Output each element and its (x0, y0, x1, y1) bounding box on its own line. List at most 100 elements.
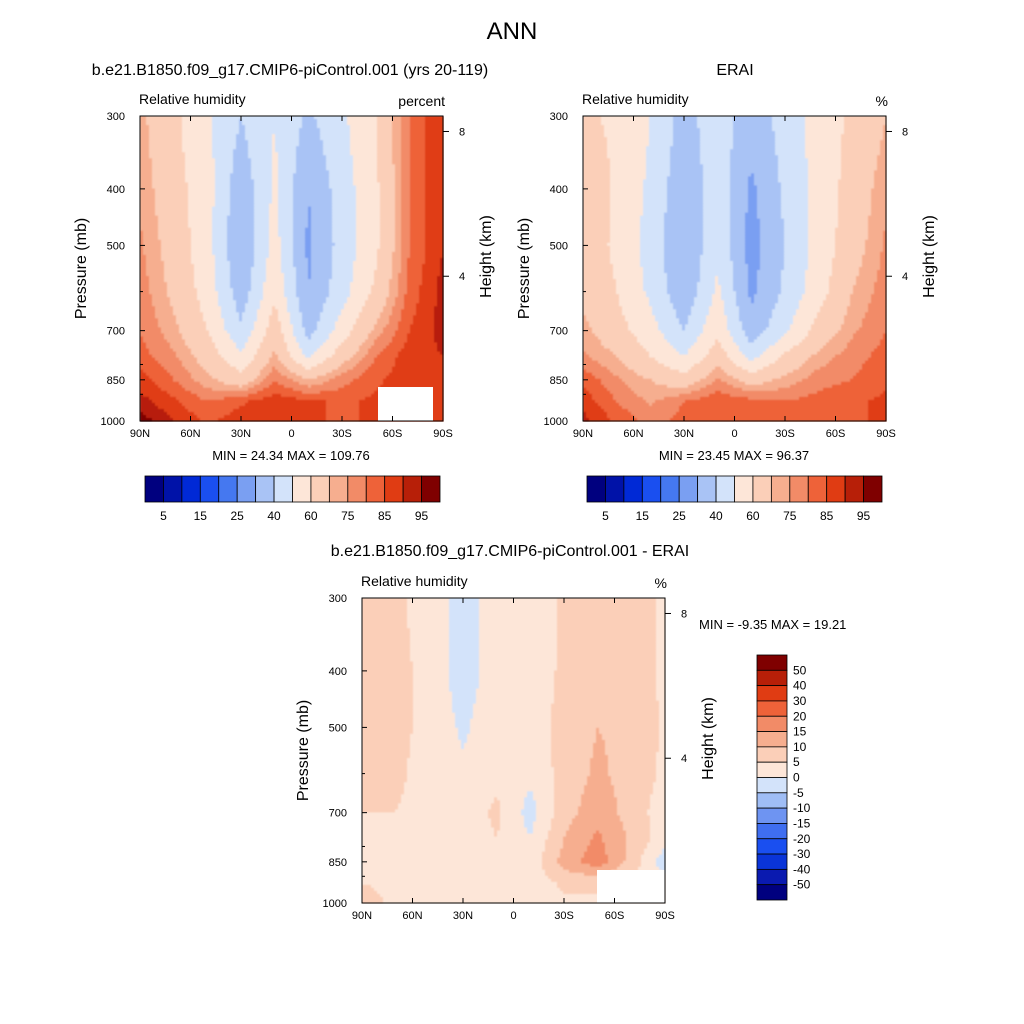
diff-lat-tick-label: 60S (605, 910, 625, 922)
model-colorbar-swatch (384, 475, 404, 503)
diff-colorbar-swatch (756, 731, 788, 748)
diff-colorbar-swatch (756, 853, 788, 870)
diff-colorbar-swatch (756, 838, 788, 855)
obs-colorbar-swatch (715, 475, 735, 503)
diff-colorbar-label: 50 (793, 663, 807, 677)
obs-colorbar-swatch (623, 475, 643, 503)
diff-variable-label: Relative humidity (361, 573, 468, 589)
model-lat-tick-label: 30N (231, 428, 251, 440)
obs-lat-tick-label: 30S (775, 428, 795, 440)
diff-lat-tick-label: 0 (510, 910, 516, 922)
obs-colorbar-label: 75 (783, 509, 797, 523)
model-colorbar-swatch (163, 475, 183, 503)
obs-colorbar-swatch (697, 475, 717, 503)
obs-colorbar: 5 15 25 40 60 75 85 95 (586, 475, 883, 523)
obs-colorbar-swatch (734, 475, 754, 503)
obs-colorbar-swatch (586, 475, 606, 503)
diff-missing-data-mask (597, 870, 665, 903)
obs-panel-title: ERAI (580, 62, 890, 80)
diff-colorbar-label: -20 (793, 832, 811, 846)
model-colorbar-swatch (328, 475, 349, 503)
obs-colorbar-label: 25 (673, 509, 687, 523)
diff-colorbar-swatch (756, 792, 788, 809)
obs-lat-tick-label: 60N (623, 428, 643, 440)
model-colorbar-label: 85 (378, 509, 392, 523)
model-colorbar-swatch (255, 475, 275, 503)
diff-colorbar-swatch (756, 746, 788, 763)
model-lat-tick-label: 90N (130, 428, 150, 440)
obs-height-axis-title: Height (km) (921, 215, 938, 298)
model-panel: 300 400 500 700 850 1000 8 4 90N 60N 30N 0 30S 60S 90S… (73, 91, 495, 440)
obs-units-label: % (876, 93, 888, 109)
diff-pressure-tick-label: 850 (329, 857, 347, 869)
obs-pressure-tick-label: 500 (550, 240, 568, 252)
obs-contour-fill (583, 116, 887, 422)
model-panel-title: b.e21.B1850.f09_g17.CMIP6-piControl.001 … (60, 62, 520, 80)
obs-pressure-tick-label: 700 (550, 326, 568, 338)
model-colorbar-label: 40 (267, 509, 281, 523)
obs-height-tick-label: 4 (902, 271, 908, 283)
diff-colorbar-swatch (756, 807, 788, 824)
model-pressure-tick-label: 1000 (101, 416, 125, 428)
model-variable-label: Relative humidity (139, 91, 246, 107)
model-colorbar-swatch (292, 475, 312, 503)
model-lat-tick-label: 60S (383, 428, 403, 440)
model-colorbar-swatch (144, 475, 164, 503)
obs-colorbar-label: 40 (709, 509, 723, 523)
diff-min-max-stats: MIN = -9.35 MAX = 19.21 (699, 617, 846, 632)
diff-colorbar-label: 30 (793, 694, 807, 708)
model-colorbar-swatch (421, 475, 441, 503)
diff-units-label: % (655, 575, 667, 591)
diff-lat-tick-label: 30S (554, 910, 574, 922)
diff-colorbar-label: 40 (793, 679, 807, 693)
diff-colorbar-swatch (756, 669, 788, 687)
model-colorbar-swatch (181, 475, 201, 503)
diff-colorbar-label: -10 (793, 801, 811, 815)
obs-panel: 300 400 500 700 850 1000 8 4 90N 60N 30N 0 30S 60S 90S… (516, 91, 938, 440)
model-colorbar-swatch (218, 475, 238, 503)
obs-colorbar-swatch (807, 475, 828, 503)
obs-colorbar-swatch (605, 475, 625, 503)
model-missing-data-mask (378, 387, 433, 421)
obs-colorbar-swatch (660, 475, 680, 503)
diff-pressure-axis-title: Pressure (mb) (295, 700, 312, 801)
diff-colorbar-label: 0 (793, 771, 800, 785)
model-colorbar-label: 95 (415, 509, 429, 523)
obs-lat-tick-label: 90S (876, 428, 896, 440)
page-title: ANN (0, 18, 1024, 46)
obs-colorbar-swatch (678, 475, 699, 503)
model-colorbar-label: 15 (194, 509, 208, 523)
diff-colorbar-label: 20 (793, 709, 807, 723)
obs-pressure-tick-label: 300 (550, 111, 568, 123)
obs-colorbar-swatch (641, 475, 662, 503)
obs-colorbar-label: 15 (636, 509, 650, 523)
obs-colorbar-swatch (789, 475, 809, 503)
diff-lat-tick-label: 90N (352, 910, 372, 922)
obs-colorbar-label: 85 (820, 509, 834, 523)
diff-colorbar-swatch (756, 777, 788, 794)
diff-colorbar-swatch (756, 761, 788, 778)
obs-pressure-tick-label: 1000 (544, 416, 568, 428)
diff-pressure-tick-label: 1000 (323, 898, 347, 910)
diff-colorbar-swatch (756, 884, 788, 901)
diff-panel-title: b.e21.B1850.f09_g17.CMIP6-piControl.001 … (270, 543, 750, 561)
obs-pressure-tick-label: 400 (550, 184, 568, 196)
obs-min-max-stats: MIN = 23.45 MAX = 96.37 (659, 448, 809, 463)
model-pressure-tick-label: 300 (107, 111, 125, 123)
obs-pressure-axis-title: Pressure (mb) (516, 218, 533, 319)
model-colorbar-swatch (402, 475, 422, 503)
diff-colorbar-swatch (756, 685, 788, 702)
diff-pressure-tick-label: 500 (329, 722, 347, 734)
obs-lat-tick-label: 90N (573, 428, 593, 440)
diff-pressure-tick-label: 700 (329, 808, 347, 820)
model-colorbar-swatch (199, 475, 220, 503)
obs-height-tick-label: 8 (902, 126, 908, 138)
obs-lat-tick-label: 30N (674, 428, 694, 440)
diff-pressure-tick-label: 300 (329, 593, 347, 605)
obs-colorbar-label: 95 (857, 509, 871, 523)
diff-lat-tick-label: 30N (453, 910, 473, 922)
model-height-tick-label: 8 (459, 126, 465, 138)
model-colorbar-swatch (236, 475, 257, 503)
obs-colorbar-swatch (770, 475, 791, 503)
